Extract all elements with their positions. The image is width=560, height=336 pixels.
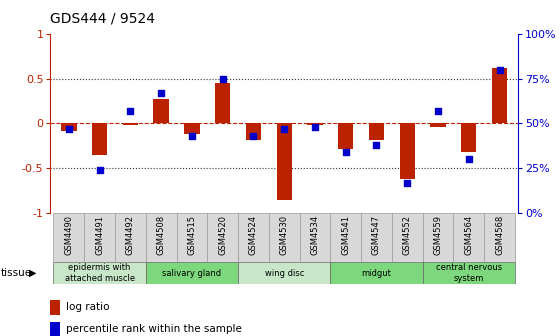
- Text: epidermis with
attached muscle: epidermis with attached muscle: [64, 263, 135, 283]
- Bar: [361, 213, 392, 262]
- Text: GSM4508: GSM4508: [157, 215, 166, 255]
- Bar: [238, 262, 330, 284]
- Text: GSM4490: GSM4490: [64, 215, 73, 255]
- Bar: [430, 123, 446, 127]
- Text: GSM4520: GSM4520: [218, 215, 227, 255]
- Bar: [153, 99, 169, 123]
- Text: GSM4491: GSM4491: [95, 215, 104, 255]
- Text: ▶: ▶: [29, 268, 36, 278]
- Bar: [492, 68, 507, 123]
- Bar: [330, 213, 361, 262]
- Bar: [369, 123, 384, 140]
- Bar: [484, 213, 515, 262]
- Text: percentile rank within the sample: percentile rank within the sample: [66, 324, 242, 334]
- Bar: [53, 262, 146, 284]
- Text: GSM4530: GSM4530: [279, 215, 289, 255]
- Point: [188, 133, 197, 139]
- Point: [433, 108, 442, 114]
- Point: [157, 90, 166, 96]
- Bar: [338, 123, 353, 149]
- Bar: [330, 262, 423, 284]
- Bar: [92, 123, 108, 155]
- Bar: [300, 213, 330, 262]
- Bar: [146, 262, 238, 284]
- Point: [218, 76, 227, 81]
- Bar: [207, 213, 238, 262]
- Bar: [392, 213, 423, 262]
- Point: [372, 142, 381, 148]
- Bar: [307, 123, 323, 125]
- Text: salivary gland: salivary gland: [162, 268, 221, 278]
- Point: [495, 67, 504, 72]
- Point: [464, 157, 473, 162]
- Text: GSM4524: GSM4524: [249, 215, 258, 255]
- Point: [95, 168, 104, 173]
- Bar: [423, 213, 454, 262]
- Text: GSM4541: GSM4541: [341, 215, 350, 255]
- Point: [279, 126, 289, 132]
- Text: GSM4492: GSM4492: [126, 215, 135, 255]
- Bar: [84, 213, 115, 262]
- Point: [126, 108, 135, 114]
- Bar: [238, 213, 269, 262]
- Text: GSM4534: GSM4534: [310, 215, 319, 255]
- Text: GSM4568: GSM4568: [495, 215, 504, 255]
- Text: tissue: tissue: [1, 268, 32, 278]
- Bar: [176, 213, 207, 262]
- Text: GSM4547: GSM4547: [372, 215, 381, 255]
- Text: GSM4564: GSM4564: [464, 215, 473, 255]
- Text: GDS444 / 9524: GDS444 / 9524: [50, 12, 156, 26]
- Bar: [115, 213, 146, 262]
- Text: midgut: midgut: [362, 268, 391, 278]
- Bar: [123, 123, 138, 125]
- Bar: [269, 213, 300, 262]
- Bar: [184, 123, 199, 134]
- Point: [64, 126, 73, 132]
- Bar: [53, 213, 84, 262]
- Bar: [400, 123, 415, 179]
- Text: GSM4559: GSM4559: [433, 215, 442, 255]
- Point: [310, 124, 319, 130]
- Bar: [423, 262, 515, 284]
- Text: log ratio: log ratio: [66, 302, 110, 312]
- Text: GSM4552: GSM4552: [403, 215, 412, 255]
- Text: central nervous
system: central nervous system: [436, 263, 502, 283]
- Point: [403, 180, 412, 185]
- Point: [341, 150, 350, 155]
- Bar: [277, 123, 292, 200]
- Bar: [215, 83, 230, 123]
- Text: GSM4515: GSM4515: [188, 215, 197, 255]
- Point: [249, 133, 258, 139]
- Bar: [146, 213, 176, 262]
- Bar: [454, 213, 484, 262]
- Bar: [461, 123, 477, 152]
- Bar: [61, 123, 77, 131]
- Text: wing disc: wing disc: [264, 268, 304, 278]
- Bar: [246, 123, 261, 140]
